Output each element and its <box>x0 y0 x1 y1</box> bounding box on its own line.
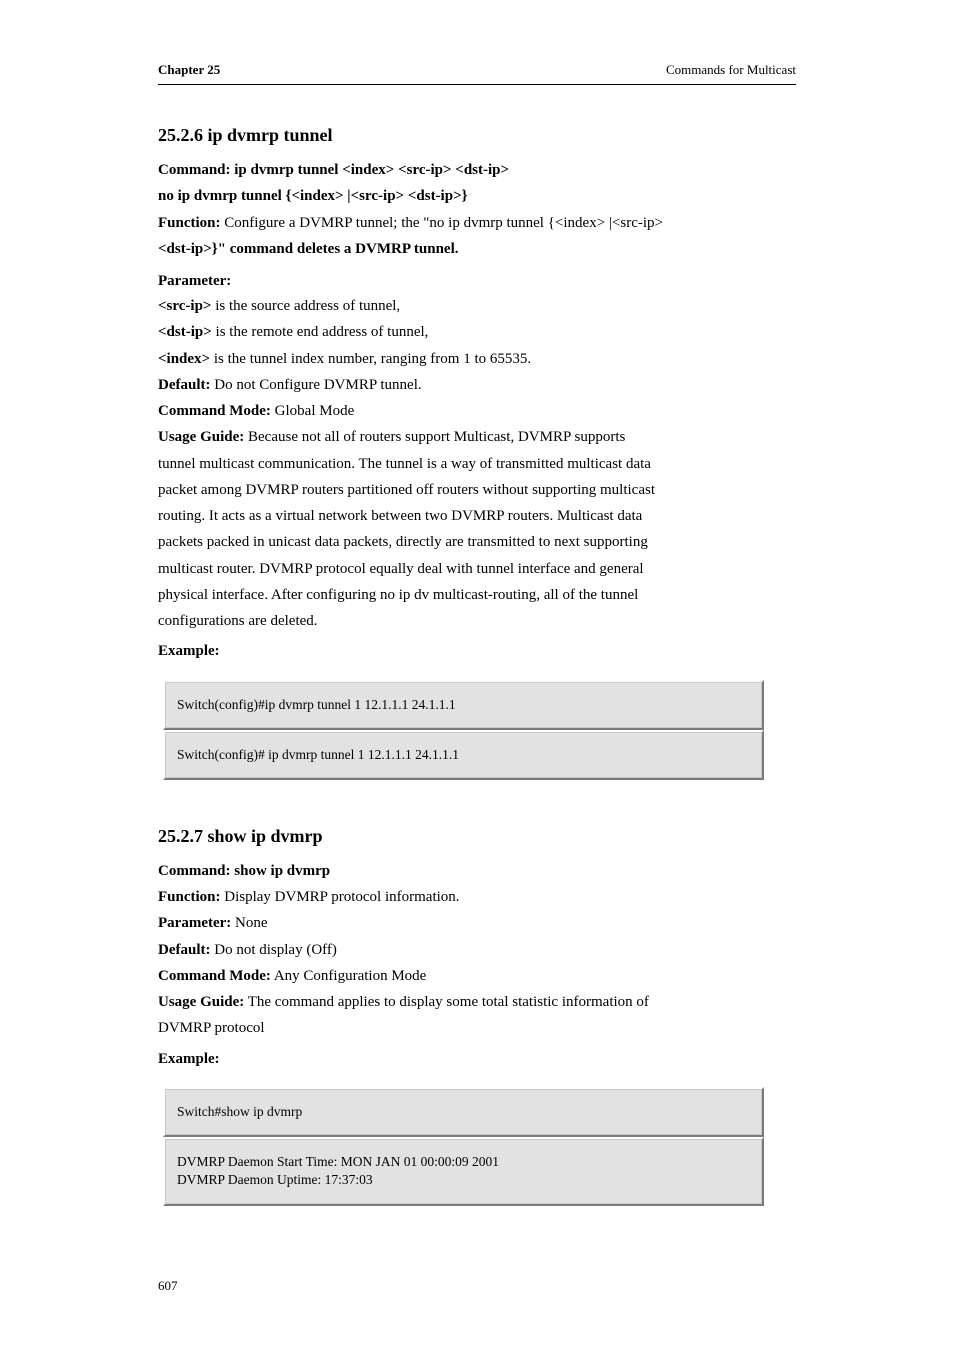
param-desc-index: is the tunnel index number, ranging from… <box>210 351 531 367</box>
param-name-index: <index> <box>158 351 210 367</box>
default-label: Default: <box>158 377 211 393</box>
example-table-2: Switch#show ip dvmrp DVMRP Daemon Start … <box>163 1087 764 1206</box>
example-label-1: Example: <box>158 641 796 661</box>
example-table-1: Switch(config)#ip dvmrp tunnel 1 12.1.1.… <box>163 680 764 780</box>
function-text-2b: Display DVMRP protocol information. <box>221 889 460 905</box>
parameter-label: Parameter: <box>158 273 796 290</box>
parameter-label-2: Parameter: <box>158 915 231 931</box>
usage-text-4: routing. It acts as a virtual network be… <box>158 506 796 526</box>
function-block-2: Function: Display DVMRP protocol informa… <box>158 887 796 907</box>
mode-text-2: Any Configuration Mode <box>271 968 426 984</box>
default-text: Do not Configure DVMRP tunnel. <box>211 377 422 393</box>
mode-block: Command Mode: Global Mode <box>158 401 796 421</box>
command-line: Command: ip dvmrp tunnel <index> <src-ip… <box>158 160 796 180</box>
page-number: 607 <box>158 1278 178 1294</box>
function-text-2-span: <dst-ip>}" command deletes a DVMRP tunne… <box>158 241 459 257</box>
mode-text: Global Mode <box>271 403 354 419</box>
default-block-2: Default: Do not display (Off) <box>158 940 796 960</box>
default-block: Default: Do not Configure DVMRP tunnel. <box>158 375 796 395</box>
default-text-2: Do not display (Off) <box>211 942 337 958</box>
example-cell-2b: DVMRP Daemon Start Time: MON JAN 01 00:0… <box>163 1137 764 1205</box>
example-cell-2b-line1: DVMRP Daemon Start Time: MON JAN 01 00:0… <box>177 1154 499 1169</box>
usage-text-5: packets packed in unicast data packets, … <box>158 532 796 552</box>
function-text-2: <dst-ip>}" command deletes a DVMRP tunne… <box>158 239 796 259</box>
default-label-2: Default: <box>158 942 211 958</box>
example-cell-2b-line2: DVMRP Daemon Uptime: 17:37:03 <box>177 1172 373 1187</box>
usage-text-2b: DVMRP protocol <box>158 1018 796 1038</box>
usage-text-8: configurations are deleted. <box>158 611 796 631</box>
usage-text-1: Because not all of routers support Multi… <box>244 429 625 445</box>
chapter-number: Chapter 25 <box>158 62 220 78</box>
page-content: 25.2.6 ip dvmrp tunnel Command: ip dvmrp… <box>158 125 796 1206</box>
usage-text-7: physical interface. After configuring no… <box>158 585 796 605</box>
chapter-header: Chapter 25 Commands for Multicast <box>158 62 796 78</box>
function-block: Function: Configure a DVMRP tunnel; the … <box>158 213 796 233</box>
param-desc-dstip: is the remote end address of tunnel, <box>212 324 429 340</box>
parameter-1: <src-ip> is the source address of tunnel… <box>158 296 796 316</box>
parameter-2: <dst-ip> is the remote end address of tu… <box>158 322 796 342</box>
usage-label: Usage Guide: <box>158 429 244 445</box>
mode-label: Command Mode: <box>158 403 271 419</box>
example-cell-1b: Switch(config)# ip dvmrp tunnel 1 12.1.1… <box>163 730 764 780</box>
command-syntax: ip dvmrp tunnel <index> <src-ip> <dst-ip… <box>234 162 509 178</box>
function-label-2: Function: <box>158 889 221 905</box>
header-rule <box>158 84 796 85</box>
example-cell-2a: Switch#show ip dvmrp <box>163 1087 764 1137</box>
usage-text-3: packet among DVMRP routers partitioned o… <box>158 480 796 500</box>
param-name-srcip: <src-ip> <box>158 298 211 314</box>
page: Chapter 25 Commands for Multicast 25.2.6… <box>0 0 954 1350</box>
section-heading-2526: 25.2.6 ip dvmrp tunnel <box>158 125 796 146</box>
usage-text-2: tunnel multicast communication. The tunn… <box>158 454 796 474</box>
function-label: Function: <box>158 215 221 231</box>
example-label-2: Example: <box>158 1049 796 1069</box>
usage-label-2: Usage Guide: <box>158 994 244 1010</box>
command-label: Command: <box>158 162 231 178</box>
mode-block-2: Command Mode: Any Configuration Mode <box>158 966 796 986</box>
section-heading-2527: 25.2.7 show ip dvmrp <box>158 826 796 847</box>
function-text: Configure a DVMRP tunnel; the "no ip dvm… <box>221 215 663 231</box>
example-cell-1a: Switch(config)#ip dvmrp tunnel 1 12.1.1.… <box>163 680 764 730</box>
chapter-title: Commands for Multicast <box>666 62 796 78</box>
command-syntax-neg: no ip dvmrp tunnel {<index> |<src-ip> <d… <box>158 186 796 206</box>
parameter-3: <index> is the tunnel index number, rang… <box>158 349 796 369</box>
command-line-2: Command: show ip dvmrp <box>158 861 796 881</box>
parameter-text-2: None <box>231 915 267 931</box>
command-label-2: Command: <box>158 863 231 879</box>
usage-text-2a: The command applies to display some tota… <box>244 994 649 1010</box>
usage-text-6: multicast router. DVMRP protocol equally… <box>158 559 796 579</box>
parameter-block-2: Parameter: None <box>158 913 796 933</box>
param-name-dstip: <dst-ip> <box>158 324 212 340</box>
mode-label-2: Command Mode: <box>158 968 271 984</box>
usage-block-2: Usage Guide: The command applies to disp… <box>158 992 796 1012</box>
usage-block: Usage Guide: Because not all of routers … <box>158 427 796 447</box>
param-desc-srcip: is the source address of tunnel, <box>211 298 400 314</box>
command-syntax-2: show ip dvmrp <box>231 863 331 879</box>
